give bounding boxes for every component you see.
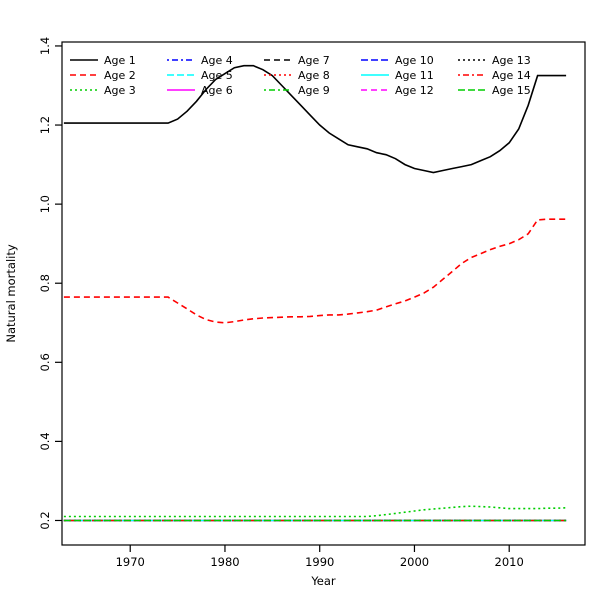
- legend-label: Age 10: [395, 54, 434, 67]
- legend-item-age-13: Age 13: [458, 54, 531, 67]
- legend-item-age-11: Age 11: [361, 69, 434, 82]
- legend-item-age-1: Age 1: [70, 54, 136, 67]
- y-axis-tick-label: 1.0: [38, 195, 52, 213]
- legend-item-age-2: Age 2: [70, 69, 136, 82]
- legend-item-age-3: Age 3: [70, 84, 136, 97]
- series-line-age-1: [63, 64, 567, 174]
- legend-label: Age 6: [201, 84, 233, 97]
- legend-label: Age 13: [492, 54, 531, 67]
- legend-item-age-9: Age 9: [264, 84, 330, 97]
- y-axis-tick-label: 0.8: [38, 274, 52, 292]
- legend-label: Age 14: [492, 69, 531, 82]
- legend-label: Age 8: [298, 69, 330, 82]
- legend-item-age-6: Age 6: [167, 84, 233, 97]
- y-axis-title: Natural mortality: [4, 244, 18, 342]
- x-axis-tick-label: 1990: [305, 555, 334, 569]
- legend-item-age-10: Age 10: [361, 54, 434, 67]
- legend-label: Age 11: [395, 69, 434, 82]
- legend-item-age-12: Age 12: [361, 84, 434, 97]
- legend-label: Age 2: [104, 69, 136, 82]
- x-axis-tick-label: 2000: [400, 555, 429, 569]
- legend-label: Age 12: [395, 84, 434, 97]
- legend-label: Age 3: [104, 84, 136, 97]
- x-axis-tick-label: 1970: [116, 555, 145, 569]
- series-line-age-2: [63, 218, 567, 324]
- legend-item-age-8: Age 8: [264, 69, 330, 82]
- plot-box: [61, 41, 586, 546]
- legend-label: Age 9: [298, 84, 330, 97]
- series-line-age-3: [63, 505, 567, 518]
- x-axis-tick-label: 1980: [210, 555, 239, 569]
- y-axis-tick-label: 0.6: [38, 353, 52, 371]
- y-axis-tick-label: 0.2: [38, 511, 52, 529]
- legend-item-age-5: Age 5: [167, 69, 233, 82]
- y-axis-tick-label: 0.4: [38, 432, 52, 450]
- y-axis-tick-label: 1.4: [38, 37, 52, 55]
- legend: Age 1 Age 2 Age 3 Age 4 Age 5 Age 6 Age 7 Age 8…: [70, 54, 531, 97]
- legend-item-age-4: Age 4: [167, 54, 233, 67]
- legend-label: Age 15: [492, 84, 531, 97]
- x-axis-tick-label: 2010: [495, 555, 524, 569]
- legend-item-age-15: Age 15: [458, 84, 531, 97]
- legend-item-age-7: Age 7: [264, 54, 330, 67]
- legend-label: Age 1: [104, 54, 136, 67]
- y-axis-tick-label: 1.2: [38, 116, 52, 134]
- legend-label: Age 7: [298, 54, 330, 67]
- legend-item-age-14: Age 14: [458, 69, 531, 82]
- legend-label: Age 5: [201, 69, 233, 82]
- x-axis-title: Year: [310, 574, 336, 588]
- legend-label: Age 4: [201, 54, 233, 67]
